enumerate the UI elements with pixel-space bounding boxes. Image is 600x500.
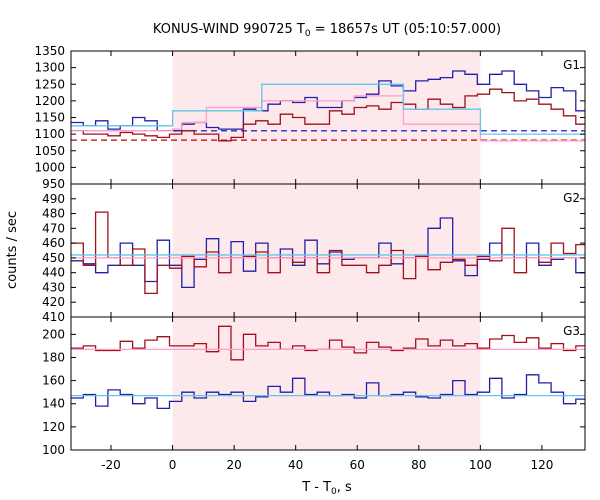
x-tick-label: 20 — [226, 458, 241, 472]
y-tick-label: 470 — [42, 221, 65, 235]
series-group — [71, 325, 585, 410]
x-tick-label: -20 — [101, 458, 121, 472]
y-tick-label: 1200 — [34, 94, 65, 108]
y-tick-label: 480 — [42, 207, 65, 221]
x-tick-label: 0 — [169, 458, 177, 472]
blue-count-series — [71, 217, 585, 289]
highlight-interval — [172, 184, 481, 317]
blue-fit-line — [71, 83, 585, 135]
y-tick-label: 1250 — [34, 77, 65, 91]
panel-g3: 100 120 140 160 180 200 G3 — [42, 316, 586, 457]
highlight-interval — [172, 317, 481, 450]
y-tick-label: 440 — [42, 266, 65, 280]
x-tick-label: 60 — [350, 458, 365, 472]
series-group — [71, 70, 585, 142]
red-count-series — [71, 211, 585, 295]
y-axis-label: counts / sec — [5, 211, 20, 289]
x-tick-label: 100 — [469, 458, 492, 472]
y-tick-label: 140 — [42, 397, 65, 411]
y-tick-label: 100 — [42, 443, 65, 457]
panel-name-label: G2 — [563, 191, 580, 205]
y-tick-label: 420 — [42, 295, 65, 309]
red-count-series — [71, 325, 585, 361]
y-tick-label: 1150 — [34, 111, 65, 125]
chart-title: KONUS-WIND 990725 T0 = 18657s UT (05:10:… — [153, 22, 501, 39]
y-tick-label: 160 — [42, 374, 65, 388]
y-tick-label: 450 — [42, 251, 65, 265]
panel-name-label: G1 — [563, 58, 580, 72]
x-axis-label: T - T0, s — [301, 480, 352, 497]
y-tick-label: 120 — [42, 420, 65, 434]
y-tick-label: 490 — [42, 192, 65, 206]
y-tick-label: 950 — [42, 177, 65, 191]
y-tick-label: 1350 — [34, 44, 65, 58]
panel-name-label: G3 — [563, 324, 580, 338]
y-tick-label: 460 — [42, 236, 65, 250]
x-tick-label: 40 — [288, 458, 303, 472]
red-count-series — [71, 88, 585, 142]
y-tick-label: 1050 — [34, 144, 65, 158]
panel-g1: 950 1000 1050 1100 1150 1200 1250 1300 1350 G1 — [34, 44, 586, 191]
y-tick-label: 1100 — [34, 127, 65, 141]
y-tick-label: 410 — [42, 310, 65, 324]
y-tick-label: 180 — [42, 350, 65, 364]
y-tick-label: 1000 — [34, 160, 65, 174]
y-tick-label: 200 — [42, 327, 65, 341]
x-tick-label: 80 — [411, 458, 426, 472]
y-tick-label: 430 — [42, 280, 65, 294]
series-group — [71, 211, 585, 295]
x-tick-label: 120 — [530, 458, 553, 472]
y-tick-label: 1300 — [34, 61, 65, 75]
panel-frame — [70, 316, 586, 451]
highlight-interval — [172, 51, 481, 184]
